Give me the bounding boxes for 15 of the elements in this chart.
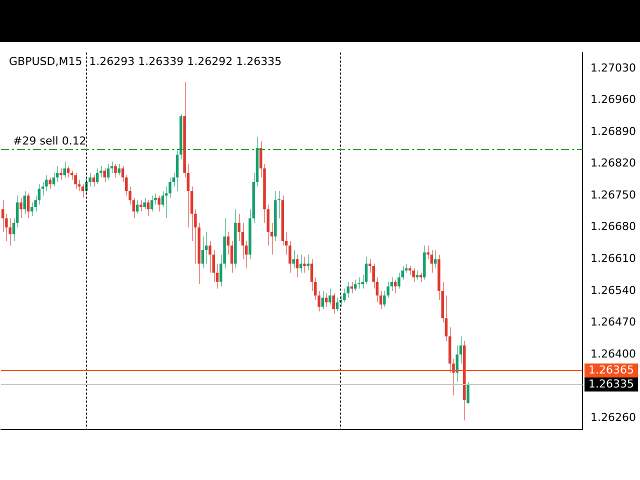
y-tick-label: 1.26750	[590, 188, 636, 202]
y-tick-label: 1.26400	[590, 347, 636, 360]
y-tick-label: 1.26680	[590, 220, 636, 234]
y-tick-label: 1.26260	[590, 410, 636, 424]
chart-title: GBPUSD,M15 1.26293 1.26339 1.26292 1.26335	[9, 54, 282, 68]
y-tick-label: 1.27030	[590, 61, 636, 74]
ref-line-label: #29 sell 0.12	[13, 134, 86, 148]
y-tick-label: 1.26820	[590, 156, 636, 170]
y-tick-label: 1.26960	[590, 93, 636, 106]
ref-line-label: 1.26335	[588, 377, 634, 390]
y-tick-label: 1.26610	[590, 252, 636, 266]
y-tick-label: 1.26470	[590, 316, 636, 329]
y-tick-label: 1.26890	[590, 124, 636, 138]
y-tick-label: 1.26540	[590, 284, 636, 297]
ref-line-label: 1.26365	[588, 363, 634, 376]
